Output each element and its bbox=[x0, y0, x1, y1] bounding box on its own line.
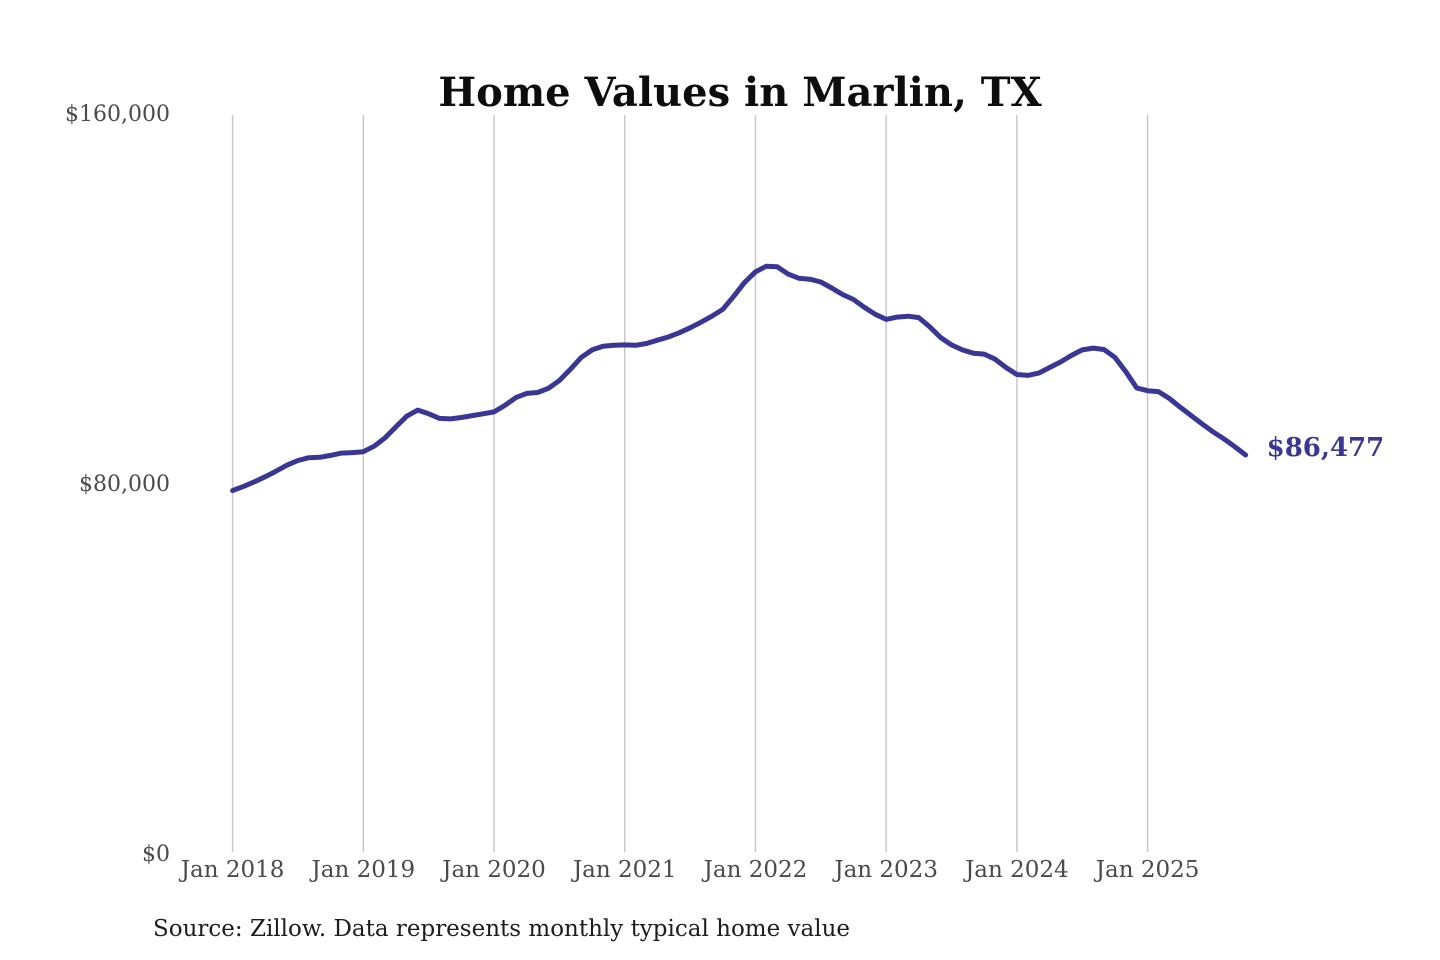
x-axis-tick-label: Jan 2020 bbox=[442, 857, 546, 883]
x-axis-tick-label: Jan 2022 bbox=[703, 857, 808, 883]
y-axis-tick-label: $160,000 bbox=[65, 102, 170, 127]
x-axis-tick-label: Jan 2023 bbox=[834, 857, 938, 883]
source-note: Source: Zillow. Data represents monthly … bbox=[153, 916, 851, 942]
home-value-line-series bbox=[230, 263, 1249, 494]
chart-title: Home Values in Marlin, TX bbox=[438, 68, 1042, 116]
x-axis-tick-label: Jan 2019 bbox=[311, 857, 416, 883]
x-axis-tick-label: Jan 2018 bbox=[180, 857, 285, 883]
y-axis-tick-label: $80,000 bbox=[79, 472, 170, 497]
x-axis-tick-label: Jan 2024 bbox=[965, 857, 1069, 883]
x-axis-tick-label: Jan 2025 bbox=[1095, 857, 1200, 883]
end-value-label: $86,477 bbox=[1266, 433, 1385, 464]
y-axis-tick-label: $0 bbox=[142, 842, 170, 867]
x-axis-tick-label: Jan 2021 bbox=[572, 857, 677, 883]
